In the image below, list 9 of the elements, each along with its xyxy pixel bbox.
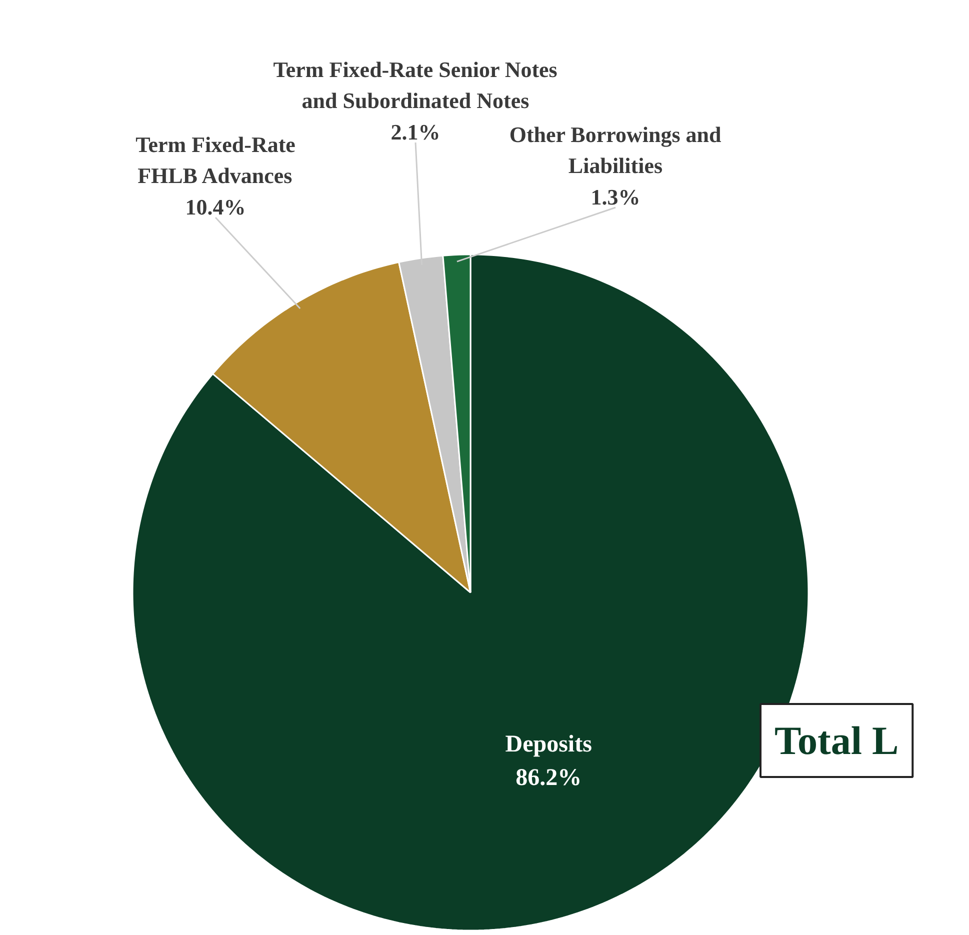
slice-label: Deposits (505, 731, 592, 758)
slice-label: Term Fixed-Rate FHLB Advances (136, 132, 296, 188)
data-label: 1.3% (590, 184, 640, 210)
slice-label: Term Fixed-Rate Senior Notes and Subordinated Notes (273, 56, 558, 113)
data-label: 10.4% (185, 194, 246, 220)
slice-label: Other Borrowings and Liabilities (509, 122, 722, 178)
data-label: 86.2% (516, 765, 582, 792)
data-label: 2.1% (390, 119, 440, 144)
text: Total L (774, 718, 899, 763)
